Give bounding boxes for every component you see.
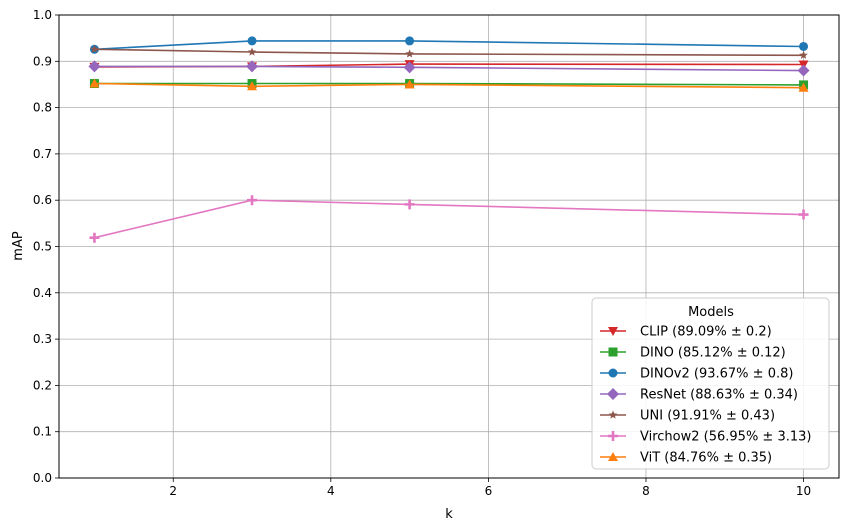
legend-marker xyxy=(608,452,618,461)
y-tick-label: 0.2 xyxy=(33,378,52,392)
legend-marker xyxy=(608,431,618,441)
series-6 xyxy=(89,78,809,92)
y-tick-label: 0.9 xyxy=(33,54,52,68)
legend-entry: ResNet (88.63% ± 0.34) xyxy=(600,388,798,403)
y-axis-label: mAP xyxy=(11,231,26,261)
legend-entry: Virchow2 (56.95% ± 3.13) xyxy=(600,430,811,445)
legend-label: UNI (91.91% ± 0.43) xyxy=(640,409,775,424)
y-tick-label: 0.7 xyxy=(33,147,52,161)
x-tick-label: 8 xyxy=(642,484,650,498)
legend-marker xyxy=(608,410,618,419)
data-point xyxy=(799,50,808,59)
legend-entry: ViT (84.76% ± 0.35) xyxy=(600,451,772,466)
data-point xyxy=(798,209,809,220)
data-point xyxy=(247,81,258,91)
data-point xyxy=(247,195,258,206)
legend-title: Models xyxy=(688,305,734,320)
series-5 xyxy=(89,195,809,243)
data-point xyxy=(247,47,257,56)
legend-entry: DINOv2 (93.67% ± 0.8) xyxy=(600,367,793,382)
series-3 xyxy=(88,60,810,77)
legend-label: ResNet (88.63% ± 0.34) xyxy=(640,388,798,403)
legend-label: DINOv2 (93.67% ± 0.8) xyxy=(640,367,793,382)
data-point xyxy=(405,36,415,46)
legend-label: ViT (84.76% ± 0.35) xyxy=(640,451,772,466)
legend: Models CLIP (89.09% ± 0.2) DINO (85.12% ±… xyxy=(591,297,830,470)
series-layer xyxy=(88,36,810,243)
y-tick-label: 1.0 xyxy=(33,8,52,22)
data-point xyxy=(246,60,259,73)
series-line xyxy=(94,40,804,51)
series-4 xyxy=(90,44,808,59)
data-point xyxy=(404,199,415,210)
data-point xyxy=(89,78,100,88)
legend-marker xyxy=(608,327,618,336)
data-point xyxy=(798,82,809,92)
series-line xyxy=(94,82,804,86)
legend-entry: UNI (91.91% ± 0.43) xyxy=(600,409,775,424)
legend-marker xyxy=(608,368,618,378)
legend-label: Virchow2 (56.95% ± 3.13) xyxy=(640,430,811,445)
data-point xyxy=(88,60,101,73)
data-point xyxy=(403,61,416,74)
data-point xyxy=(797,64,810,77)
data-point xyxy=(247,36,257,46)
legend-label: CLIP (89.09% ± 0.2) xyxy=(640,325,772,340)
data-point xyxy=(89,232,100,243)
series-line xyxy=(94,82,804,89)
x-tick-label: 6 xyxy=(485,484,493,498)
y-tick-label: 0.1 xyxy=(33,425,52,439)
legend-label: DINO (85.12% ± 0.12) xyxy=(640,346,786,361)
series-line xyxy=(94,48,804,57)
data-point xyxy=(404,79,415,89)
series-line xyxy=(94,199,804,239)
axis-ticks: 2 4 6 8 10 0.0 0.1 0.2 0.3 0.4 0.5 0.6 0.7 0.8 0.9 1.0 xyxy=(33,8,811,498)
legend-marker xyxy=(607,388,619,400)
series-line xyxy=(94,65,804,72)
legend-entries: CLIP (89.09% ± 0.2) DINO (85.12% ± 0.12) D… xyxy=(600,325,811,466)
data-point xyxy=(405,49,414,58)
legend-entry: DINO (85.12% ± 0.12) xyxy=(600,346,786,361)
y-tick-label: 0.4 xyxy=(33,286,52,300)
x-axis-label: k xyxy=(445,507,453,522)
data-point xyxy=(799,41,809,51)
y-tick-label: 0.6 xyxy=(33,193,52,207)
legend-box xyxy=(591,297,830,470)
y-tick-label: 0.3 xyxy=(33,332,52,346)
y-tick-label: 0.5 xyxy=(33,240,52,254)
y-tick-label: 0.0 xyxy=(33,471,52,485)
x-tick-label: 4 xyxy=(327,484,335,498)
data-point xyxy=(90,44,99,53)
x-tick-label: 10 xyxy=(796,484,811,498)
legend-marker xyxy=(608,347,618,357)
legend-entry: CLIP (89.09% ± 0.2) xyxy=(600,325,772,340)
x-tick-label: 2 xyxy=(169,484,177,498)
y-tick-label: 0.8 xyxy=(33,101,52,115)
